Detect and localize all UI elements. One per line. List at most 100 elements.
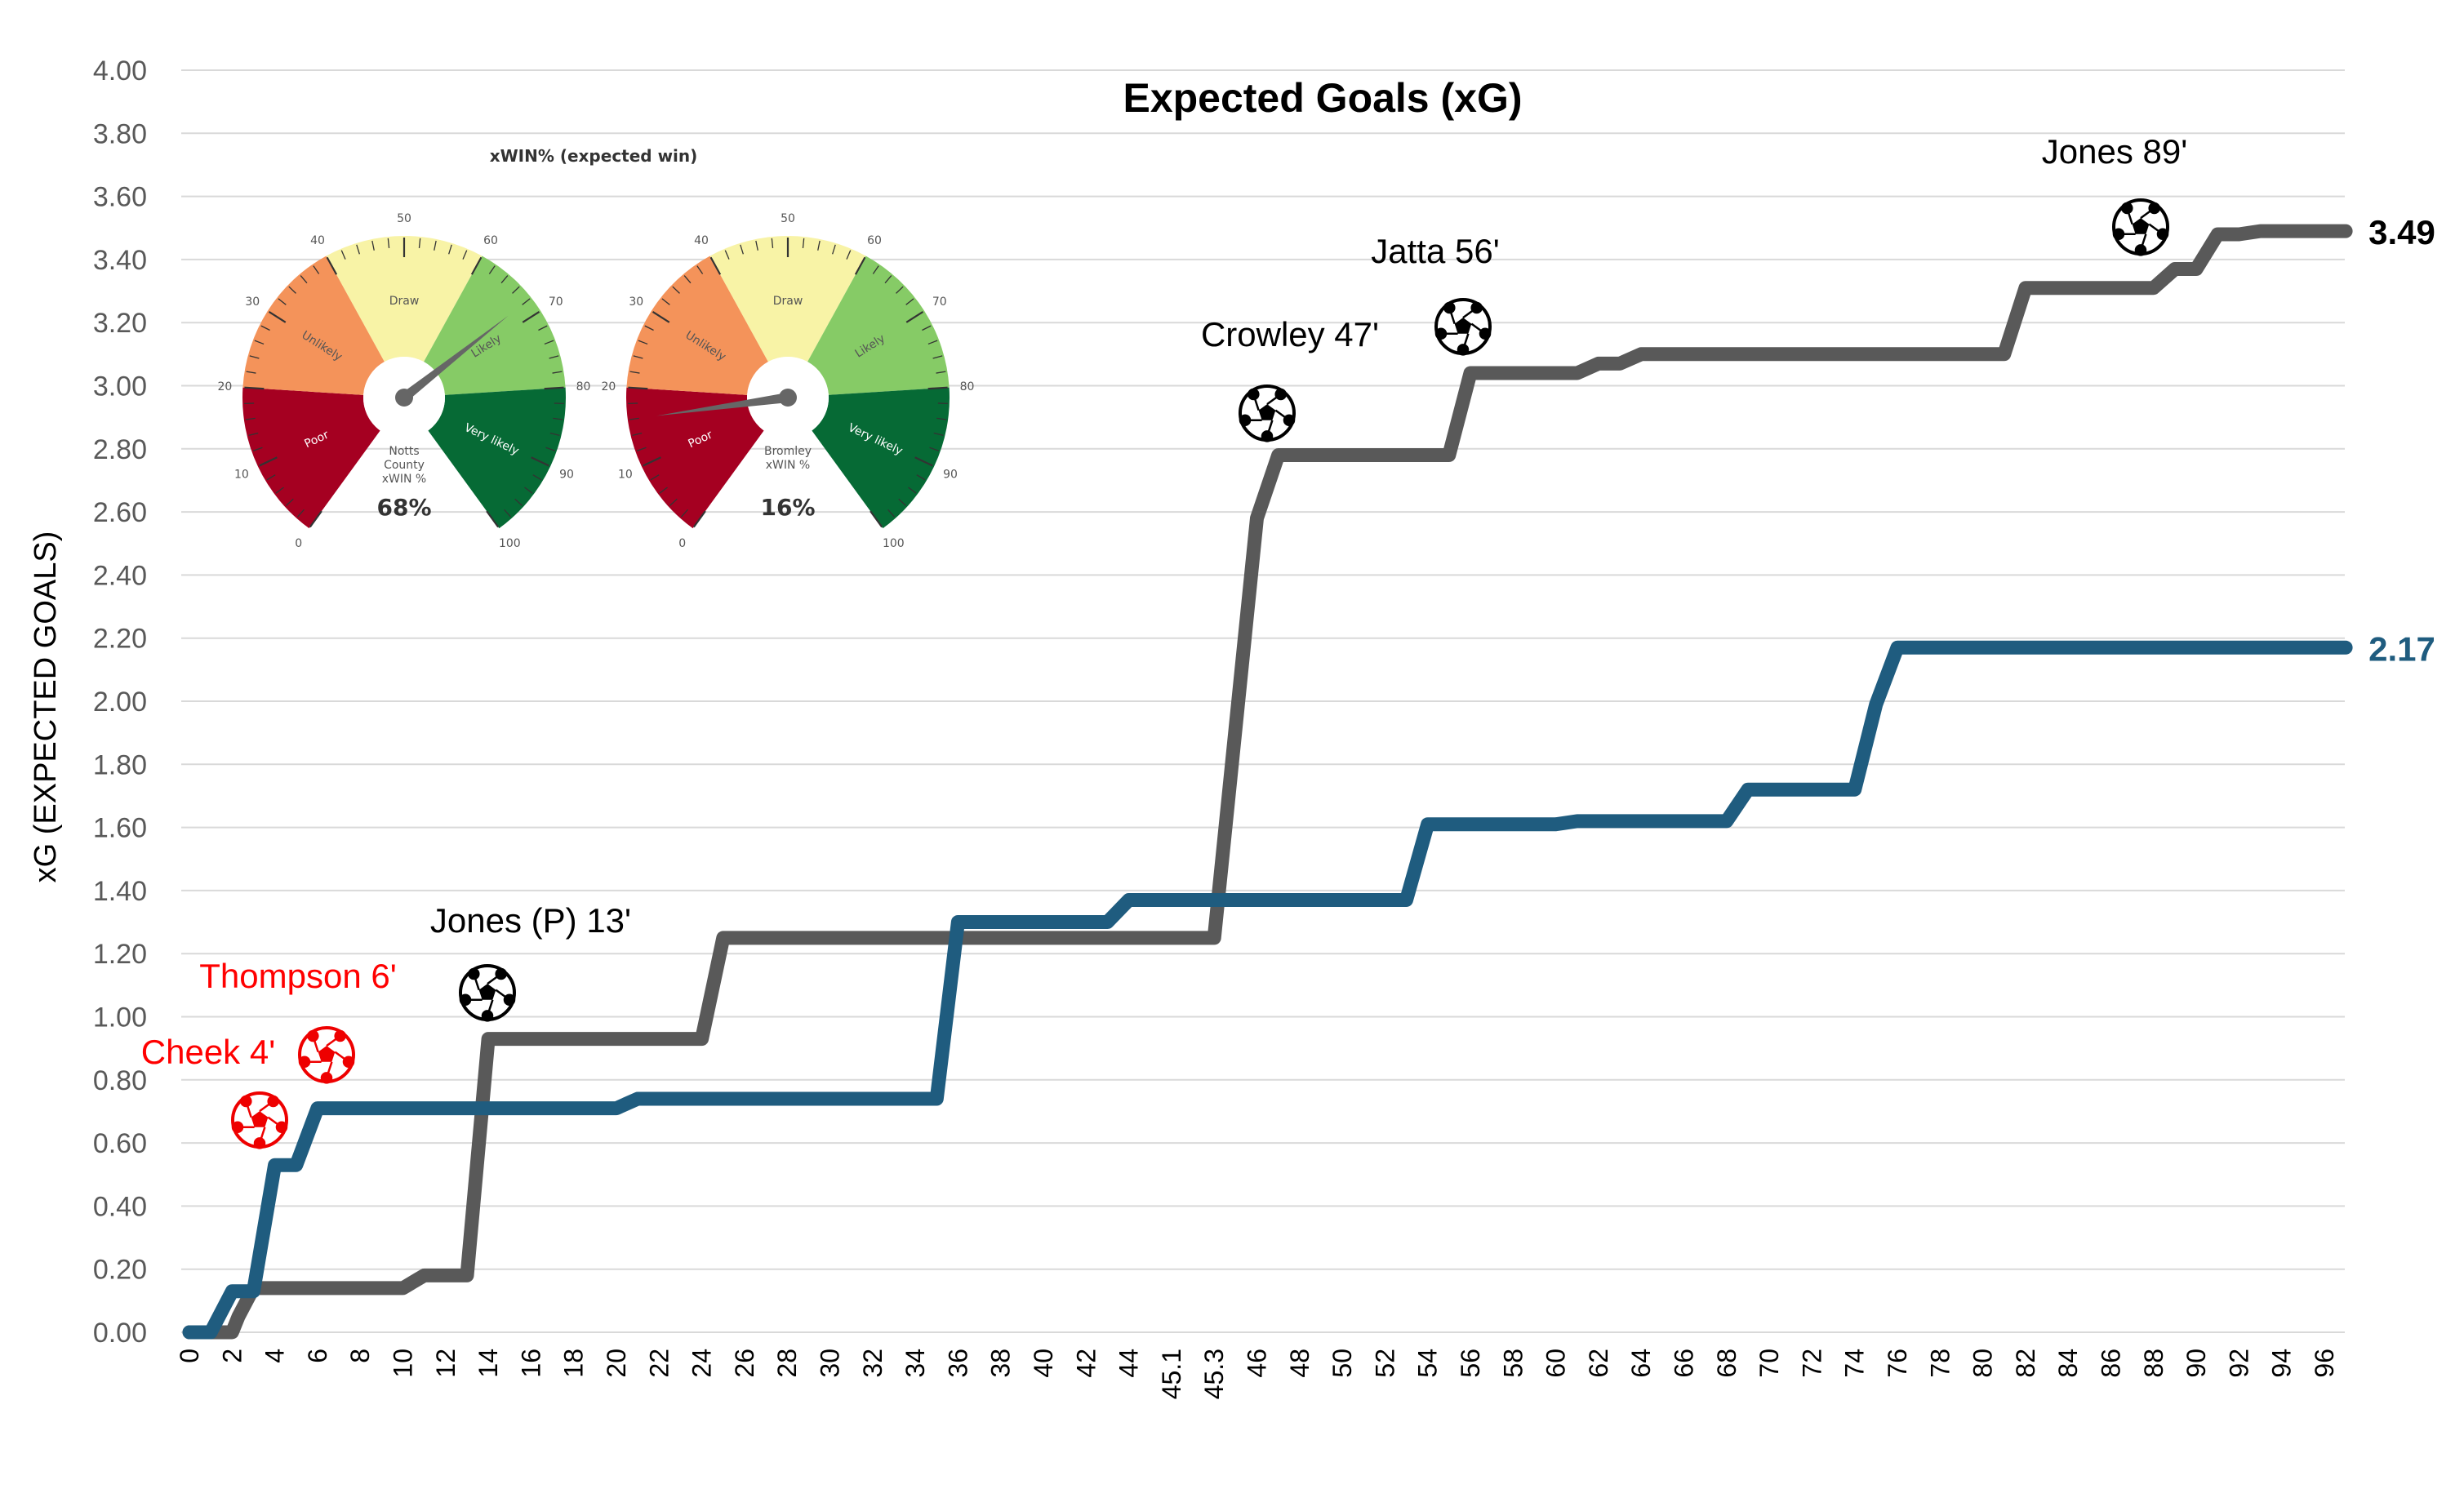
x-tick-label: 62 — [1584, 1349, 1613, 1378]
gauge-tick — [553, 417, 563, 420]
x-tick-label: 4 — [260, 1349, 290, 1363]
gauge-scale-number: 30 — [629, 296, 643, 309]
x-tick-label: 38 — [986, 1349, 1016, 1378]
gauge-tick — [683, 275, 692, 284]
gauge-scale-number: 40 — [310, 234, 325, 247]
gauge-tick — [629, 417, 639, 420]
gridlines — [181, 69, 2345, 1333]
gauge-tick — [552, 371, 563, 374]
gauge-tick — [628, 386, 648, 390]
gauge-tick — [356, 244, 360, 255]
gauge-zone-label: Draw — [773, 295, 803, 308]
gauge-tick — [532, 474, 542, 481]
gauge-tick — [669, 498, 678, 506]
gauge-tick — [933, 432, 944, 436]
y-tick-label: 1.00 — [93, 1002, 147, 1033]
x-tick-label: 0 — [175, 1349, 204, 1363]
gauge-tick — [326, 256, 338, 275]
x-tick-label: 86 — [2097, 1349, 2126, 1378]
x-tick-label: 48 — [1285, 1349, 1314, 1378]
x-tick-label: 64 — [1626, 1349, 1656, 1378]
gauge-tick — [936, 371, 946, 374]
y-tick-label: 3.00 — [93, 371, 147, 402]
chart-title: Expected Goals (xG) — [1123, 75, 1522, 121]
gauge-tick — [524, 487, 533, 494]
y-tick-label: 3.40 — [93, 245, 147, 276]
gauge-tick — [650, 474, 660, 481]
x-tick-label: 74 — [1840, 1349, 1870, 1378]
gauge-scale-number: 0 — [295, 537, 302, 550]
gauge-tick — [313, 265, 320, 274]
gauge-zone — [709, 236, 866, 362]
gauge-tick — [538, 325, 548, 331]
gauge-tick — [680, 509, 688, 518]
gauge-tick — [462, 250, 468, 260]
y-tick-label: 0.60 — [93, 1128, 147, 1159]
gauge-tick — [245, 417, 256, 420]
gauge-tick — [870, 510, 883, 528]
x-axis-ticks: 0 2 4 6 8 10 12 14 16 18 20 22 24 26 28 30 32 34 36 38 40 42 4… — [175, 1349, 2339, 1399]
gauge-tick — [486, 510, 500, 528]
series-lines — [182, 224, 2353, 1340]
gauge-tick — [927, 386, 948, 390]
x-tick-label: 54 — [1413, 1349, 1443, 1378]
gauge-value: 68% — [376, 494, 431, 521]
gauge-needle-hub — [779, 389, 797, 407]
gauge-tick — [246, 371, 256, 374]
gauge-tick — [549, 355, 559, 359]
gauge-tick — [549, 432, 560, 436]
x-tick-label: 14 — [474, 1349, 503, 1378]
soccer-ball-icon — [298, 1026, 355, 1084]
x-tick-label: 40 — [1029, 1349, 1058, 1378]
y-tick-label: 2.20 — [93, 624, 147, 655]
y-tick-label: 2.80 — [93, 434, 147, 465]
x-tick-label: 6 — [303, 1349, 332, 1363]
gauge-tick — [740, 244, 744, 255]
gauge-tick — [544, 386, 564, 390]
gauge-scale-number: 80 — [960, 380, 975, 393]
x-tick-label: 28 — [772, 1349, 802, 1378]
gauge-scale-number: 90 — [559, 469, 574, 482]
y-axis-ticks: 0.00 0.20 0.40 0.60 0.80 1.00 1.20 1.40 1.60 1.80… — [93, 56, 147, 1349]
gauge-scale-number: 50 — [781, 212, 795, 225]
gauge-tick — [470, 256, 483, 275]
gauge-tick — [927, 340, 938, 345]
gauge-tick — [266, 474, 276, 481]
x-tick-label: 50 — [1328, 1349, 1357, 1378]
gauge-tick — [371, 240, 375, 251]
x-tick-label: 45.3 — [1199, 1349, 1229, 1399]
gauge-tick — [531, 456, 549, 467]
x-tick-label: 70 — [1755, 1349, 1784, 1378]
gauge-tick — [514, 498, 523, 506]
x-tick-label: 26 — [730, 1349, 759, 1378]
y-tick-label: 2.00 — [93, 687, 147, 718]
goal-label: Jones 89' — [2042, 132, 2187, 171]
gauge-tick — [259, 456, 278, 467]
gauge-tick — [296, 509, 305, 518]
goal-label: Jones (P) 13' — [430, 901, 631, 940]
gauge-zone — [428, 387, 566, 529]
x-tick-label: 72 — [1797, 1349, 1826, 1378]
gauge-tick — [652, 311, 670, 323]
gauge-tick — [260, 325, 270, 331]
gauge-title: xWIN% (expected win) — [490, 146, 698, 166]
gauge-tick — [249, 355, 260, 359]
gauge-tick — [504, 509, 512, 518]
gauge-scale-number: 100 — [883, 537, 905, 550]
gauge-tick — [633, 355, 643, 359]
x-tick-label: 82 — [2011, 1349, 2040, 1378]
x-tick-label: 8 — [345, 1349, 375, 1363]
gauge-tick — [244, 386, 265, 390]
y-tick-label: 3.80 — [93, 118, 147, 149]
gauge-tick — [887, 509, 896, 518]
soccer-ball-icon — [231, 1091, 288, 1149]
x-tick-label: 58 — [1498, 1349, 1528, 1378]
gauge-tick — [661, 298, 670, 305]
gauge-scale-number: 50 — [397, 212, 411, 225]
x-tick-label: 92 — [2224, 1349, 2253, 1378]
goal-label: Crowley 47' — [1201, 315, 1379, 353]
gauge-tick — [659, 487, 668, 494]
gauge-tick — [846, 250, 852, 260]
